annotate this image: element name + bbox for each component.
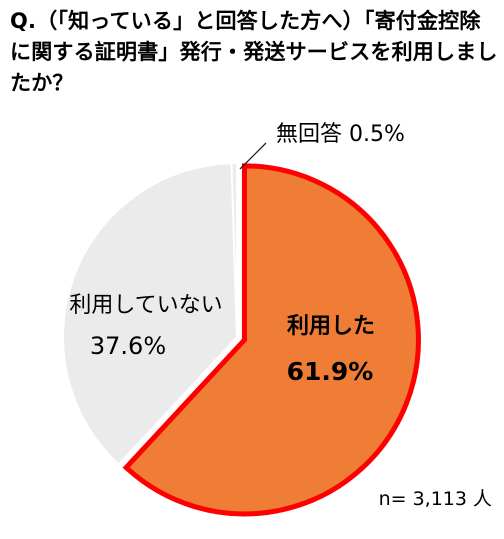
label-used: 利用した [287,314,375,339]
no-answer-leader-line [239,142,267,170]
label-not-used: 利用していない [69,293,222,318]
value-not-used: 37.6% [90,332,166,360]
value-used: 61.9% [287,357,374,386]
slice-used [122,163,421,517]
question-prefix: Q. [10,9,37,33]
question-text: （「知っている」と回答した方へ）「寄付金控除に関する証明書」発行・発送サービスを… [10,9,498,95]
sample-size: n= 3,113 人 [379,488,492,510]
pie-slices [62,161,421,517]
chart-title: Q.（「知っている」と回答した方へ）「寄付金控除に関する証明書」発行・発送サービ… [10,6,498,99]
slice-not-used [62,162,239,467]
label-no-answer: 無回答 0.5% [276,122,405,147]
slice-no-answer [230,161,238,338]
